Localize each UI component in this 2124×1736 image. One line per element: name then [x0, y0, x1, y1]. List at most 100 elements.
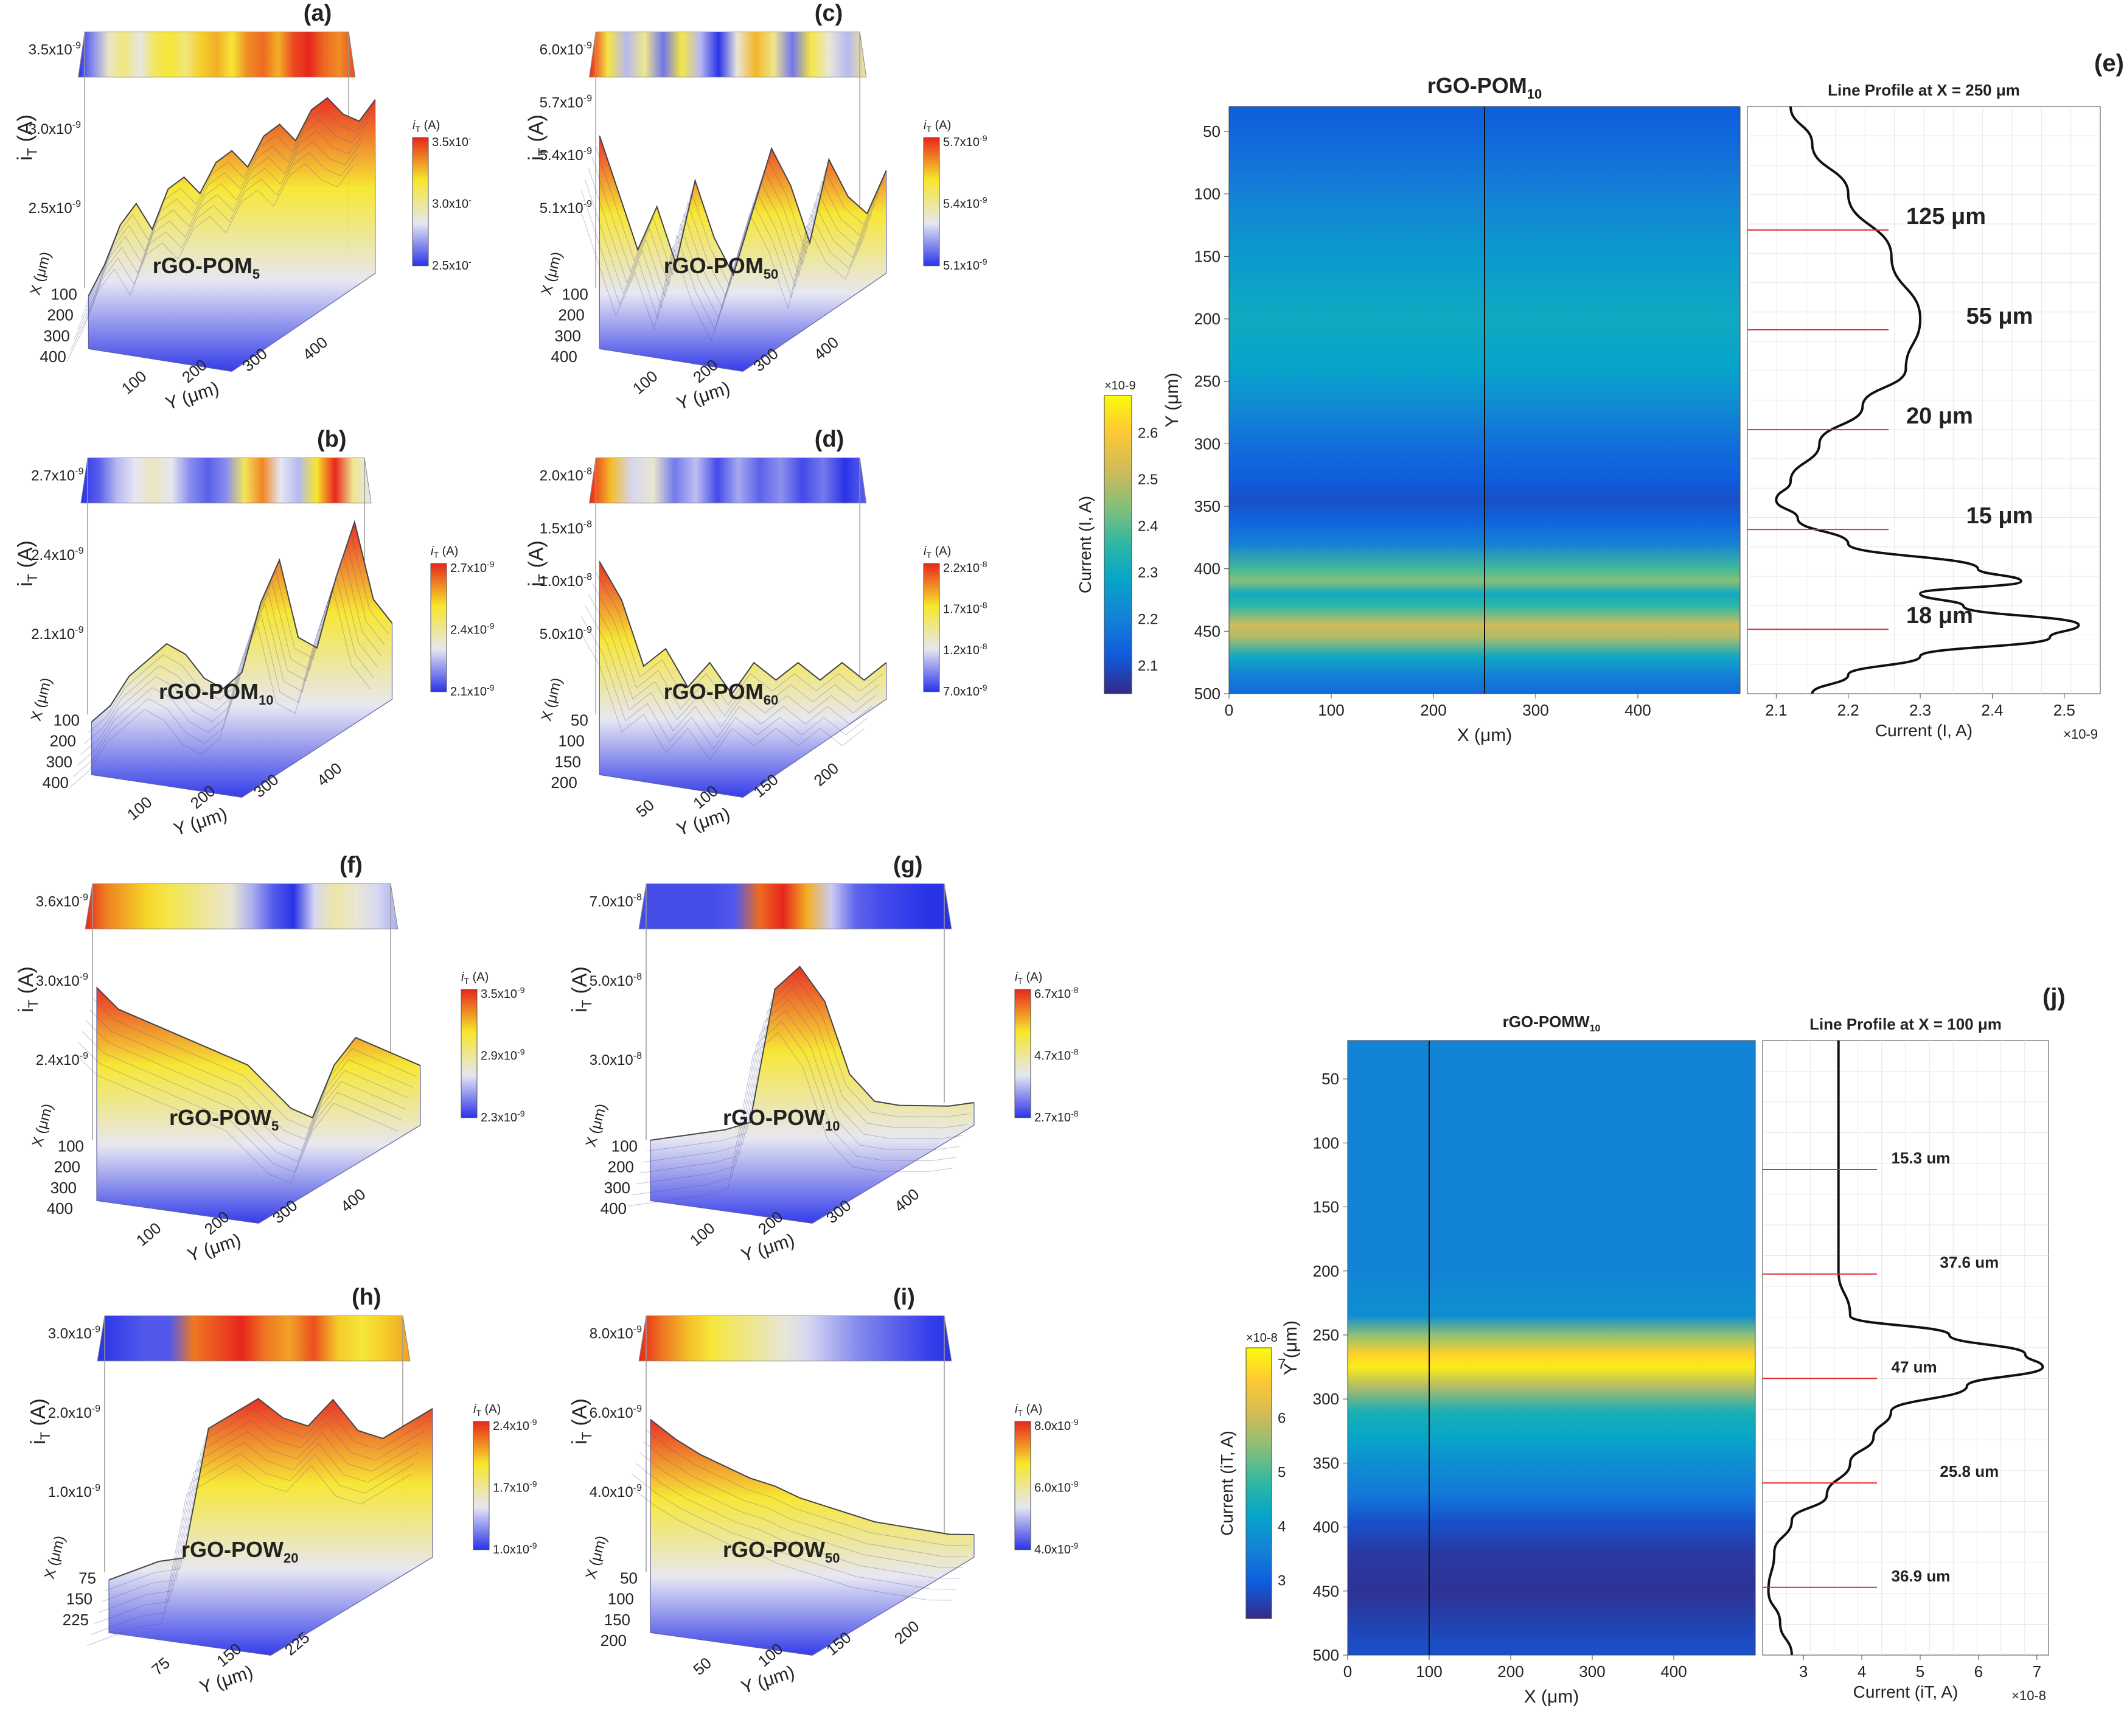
surface-contour	[632, 1474, 956, 1590]
panel-j: rGO-POMW1050100150200250300350400450500Y…	[1217, 984, 2066, 1707]
width-annotation: 37.6 um	[1940, 1253, 1999, 1272]
z-tick-label: 5.1x10-9	[540, 199, 592, 217]
colorbar-tick-label: 4.7x10-8	[1034, 1047, 1079, 1062]
colorbar-title: Current (iT, A)	[1217, 1431, 1236, 1536]
y-tick-label: 100	[1313, 1134, 1339, 1152]
z-tick-label: 1.5x10-8	[540, 519, 592, 537]
surface-contour	[69, 152, 358, 351]
surface-contour	[642, 988, 967, 1163]
colorbar-title: iT (A)	[1015, 971, 1042, 986]
surface-contour	[577, 201, 865, 342]
y-tick-label: 500	[1313, 1646, 1339, 1664]
y-tick-label: 100	[629, 367, 661, 398]
sample-label: rGO-POW5	[169, 1105, 279, 1134]
x-tick-label: 100	[58, 1137, 84, 1156]
surface-contour	[639, 1452, 964, 1568]
surface-contour	[97, 1431, 422, 1613]
x-tick-label: 300	[554, 327, 580, 345]
panel-i: 8.0x10-9 6.0x10-9 4.0x10-9 iT (A) 50 100 150 20…	[568, 1285, 1079, 1698]
surface-contour	[580, 190, 869, 331]
heatmap-frame	[1228, 106, 1741, 694]
sample-label: rGO-POM10	[159, 679, 274, 708]
colorbar-title: iT (A)	[924, 119, 951, 134]
colorbar-tick-label: 3.5x10-9	[481, 985, 525, 1001]
colorbar-tick-label: 6.0x10-9	[1034, 1479, 1079, 1494]
y-tick-label: 200	[1194, 310, 1220, 328]
x-axis-title: X (μm)	[29, 1102, 57, 1149]
colorbar	[1014, 989, 1031, 1118]
top-projection-plane	[638, 883, 952, 930]
colorbar-tick-label: 5.4x10-9	[943, 195, 987, 211]
top-projection-plane	[589, 31, 867, 78]
surface-contour	[595, 146, 883, 287]
surface-contour	[580, 616, 868, 750]
surface-contour	[628, 1485, 953, 1601]
z-tick-label: 3.5x10-9	[29, 41, 81, 58]
panel-a: 3.5x10-9 3.0x10-9 2.5x10-9 iT (A) 100 200 300 4…	[13, 1, 472, 414]
width-annotation: 25.8 um	[1940, 1462, 1999, 1480]
x-tick-label: 100	[562, 285, 588, 304]
colorbar-title: iT (A)	[1015, 1403, 1042, 1418]
panel-label: (f)	[339, 852, 363, 878]
profile-exponent: ×10-8	[2011, 1688, 2046, 1703]
surface-contour	[94, 1441, 419, 1624]
colorbar	[923, 137, 940, 267]
profile-x-tick-label: 2.5	[2053, 701, 2075, 719]
y-tick-label: 250	[1194, 372, 1220, 391]
colorbar-tick-label: 5	[1278, 1465, 1286, 1481]
y-tick-label: 100	[1194, 185, 1220, 203]
profile-curve	[1775, 106, 2080, 694]
colorbar-tick-label: 7.0x10-9	[943, 683, 987, 699]
profile-x-tick-label: 6	[1974, 1662, 1983, 1681]
panel-label: (b)	[317, 427, 347, 452]
sample-label: rGO-POW50	[723, 1537, 840, 1566]
panel-g: 7.0x10-8 5.0x10-8 3.0x10-8 iT (A) 100 200 300 4…	[568, 852, 1079, 1266]
z-axis-title: iT (A)	[13, 114, 40, 161]
y-tick-label: 200	[810, 759, 843, 790]
surface-ridge	[650, 966, 975, 1141]
colorbar-title: iT (A)	[473, 1403, 501, 1418]
colorbar-tick-label: 4	[1278, 1519, 1286, 1535]
x-tick-label: 300	[1579, 1662, 1605, 1681]
surface-contour	[73, 141, 361, 340]
z-tick-label: 1.0x10-8	[540, 572, 592, 590]
surface-contour	[635, 1009, 960, 1185]
x-tick-label: 400	[551, 347, 577, 366]
y-tick-label: 400	[891, 1185, 923, 1216]
surface-contour	[78, 1042, 403, 1173]
x-tick-label: 200	[551, 773, 577, 792]
surface-contour	[591, 157, 880, 298]
y-tick-label: 50	[1321, 1070, 1339, 1088]
panel-b: 2.7x10-9 2.4x10-9 2.1x10-9 iT (A) 100 200 300 4…	[14, 427, 495, 840]
y-tick-label: 250	[1313, 1326, 1339, 1344]
x-tick-label: 100	[50, 285, 77, 304]
sample-label: rGO-POM5	[153, 253, 260, 282]
z-tick-label: 5.0x10-8	[590, 972, 642, 989]
x-tick-label: 0	[1343, 1662, 1352, 1681]
colorbar-exponent: ×10-9	[1104, 379, 1136, 392]
colorbar-tick-label: 2.3	[1138, 565, 1158, 581]
surface-contour	[74, 1053, 399, 1184]
colorbar-tick-label: 2.9x10-9	[481, 1047, 525, 1062]
y-tick-label: 50	[632, 796, 657, 821]
width-annotation: 15 μm	[1966, 503, 2033, 529]
z-tick-label: 3.0x10-8	[590, 1051, 642, 1068]
surface-contour	[632, 1020, 956, 1196]
z-tick-label: 5.0x10-9	[540, 625, 592, 643]
z-tick-label: 3.6x10-9	[36, 893, 88, 910]
z-tick-label: 6.0x10-9	[540, 41, 592, 58]
x-tick-label: 200	[1420, 701, 1446, 719]
sample-label: rGO-POW10	[723, 1105, 840, 1134]
z-tick-label: 3.0x10-9	[36, 972, 88, 989]
z-tick-label: 2.0x10-9	[48, 1404, 100, 1421]
z-axis-title: iT (A)	[568, 966, 594, 1013]
z-tick-label: 2.7x10-9	[31, 467, 83, 484]
surface-contour	[595, 572, 883, 706]
profile-x-axis-title: Current (iT, A)	[1853, 1682, 1959, 1701]
y-tick-label: 150	[1194, 247, 1220, 265]
x-tick-label: 400	[1660, 1662, 1687, 1681]
heatmap-title: rGO-POMW10	[1503, 1013, 1601, 1034]
y-tick-label: 400	[1313, 1518, 1339, 1536]
x-axis-title: X (μm)	[41, 1534, 69, 1581]
